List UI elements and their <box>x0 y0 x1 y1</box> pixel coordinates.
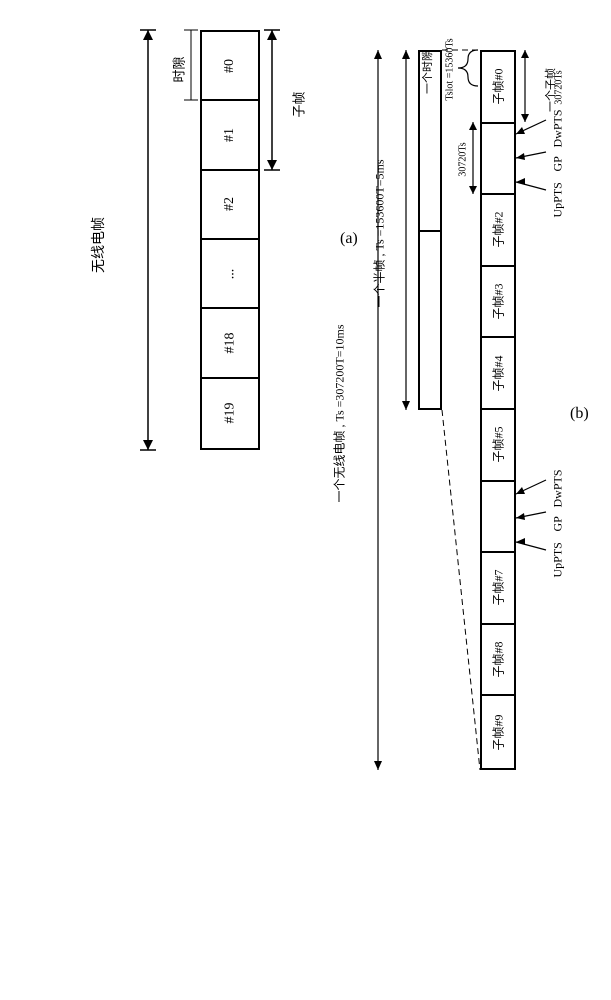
subframe-formula-b: 30720Ts <box>554 70 565 104</box>
dwpts-1: DwPTS <box>551 109 566 147</box>
radio-frame-title: 无线电帧 <box>88 217 108 273</box>
dim-radio-frame <box>138 30 158 455</box>
special2-arrows <box>516 482 576 554</box>
slot-label-b: 一个时隙 <box>419 50 435 94</box>
dwpts-2: DwPTS <box>551 469 566 507</box>
special1-arrows <box>516 122 576 194</box>
figure-b: 一个无线电帧 , Ts =307200T=10ms 一个半帧 , Ts =153… <box>200 50 590 970</box>
caption-b: (b) <box>570 405 589 423</box>
slot-tick <box>182 30 200 105</box>
gp-2: GP <box>551 516 566 531</box>
uppts-2: UpPTS <box>551 542 566 577</box>
uppts-1: UpPTS <box>551 182 566 217</box>
gp-1: GP <box>551 156 566 171</box>
subframe-dim-b <box>518 50 532 127</box>
dim-half-frame-b <box>398 50 414 415</box>
radio-frame-label-b: 一个无线电帧 , Ts =307200T=10ms <box>331 324 348 502</box>
half-frame-label-b: 一个半帧 , Ts =153600T=5ms <box>371 159 388 307</box>
subframe2-dim-b <box>466 50 480 199</box>
